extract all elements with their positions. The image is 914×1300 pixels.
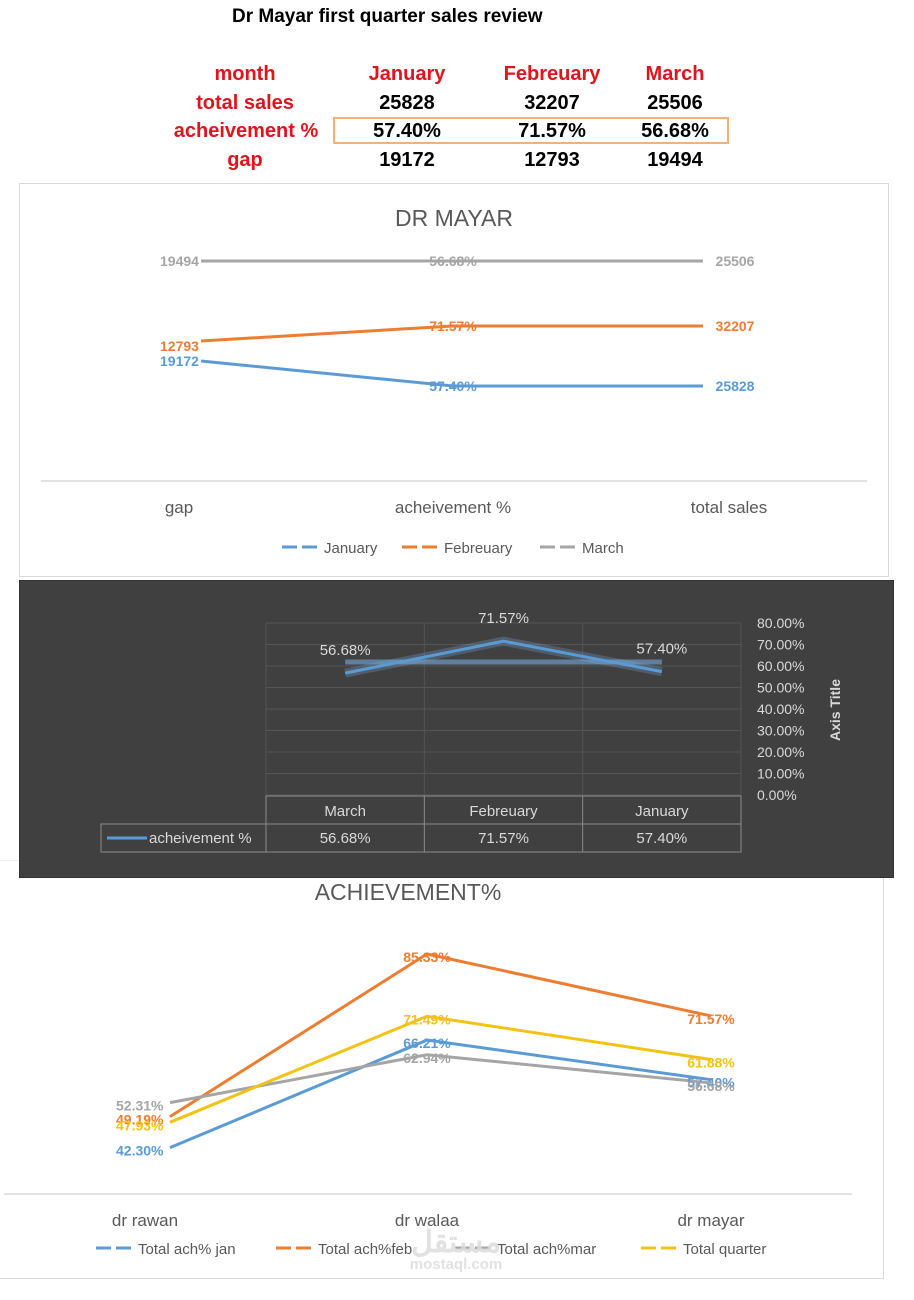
chart2-y-tick: 70.00% <box>757 637 804 653</box>
row-label-month: month <box>214 63 276 85</box>
gap-january: 19172 <box>379 149 435 171</box>
chart3-data-label: 56.68% <box>687 1078 735 1094</box>
chart3-data-label: 49.19% <box>116 1112 164 1128</box>
chart2-table-category: March <box>324 803 366 820</box>
achievement-percent-chart: ACHIEVEMENT% 42.30% 66.21% 57.40% 49.19% 85.… <box>0 860 884 1279</box>
chart2-line-achievement <box>344 639 663 675</box>
total-sales-february: 32207 <box>524 92 580 114</box>
row-label-total-sales: total sales <box>196 92 294 114</box>
chart3-data-label: 57.40% <box>687 1075 735 1091</box>
month-header-january: January <box>368 63 446 85</box>
chart3-legend-label: Total ach% jan <box>138 1241 236 1258</box>
chart2-y-tick: 0.00% <box>757 787 797 803</box>
chart2-y-tick: 80.00% <box>757 615 804 631</box>
chart2-data-label: 57.40% <box>636 641 687 658</box>
achievement-february: 71.57% <box>518 120 586 142</box>
chart3-category-label: dr walaa <box>395 1211 460 1230</box>
chart2-data-label: 71.57% <box>478 610 529 627</box>
chart3-line-total-ach-feb <box>169 952 712 1118</box>
chart2-table-category: January <box>635 803 689 820</box>
chart3-title: ACHIEVEMENT% <box>315 879 502 905</box>
achievement-dark-chart: 56.68% 71.57% 57.40% 80.00% 70.00% 60.00% 50.… <box>19 580 894 878</box>
chart3-category-label: dr rawan <box>112 1211 178 1230</box>
chart3-legend-label: Total ach%feb <box>318 1241 412 1258</box>
row-label-gap: gap <box>227 149 263 171</box>
gap-february: 12793 <box>524 149 580 171</box>
chart1-data-label: 32207 <box>716 318 755 334</box>
chart3-line-total-quarter <box>169 1014 712 1124</box>
chart1-data-label: 12793 <box>160 338 199 354</box>
chart1-line-febreuary <box>200 324 703 343</box>
chart1-legend-label: Febreuary <box>444 540 513 557</box>
chart3-legend-label: Total quarter <box>683 1241 766 1258</box>
chart1-data-label: 19494 <box>160 253 199 269</box>
chart3-line-total-ach-jan <box>169 1038 712 1150</box>
chart2-y-tick: 50.00% <box>757 680 804 696</box>
chart2-axis-title: Axis Title <box>827 679 843 741</box>
chart1-line-january <box>200 359 703 388</box>
chart3-data-label: 61.88% <box>687 1055 735 1071</box>
chart2-y-tick: 30.00% <box>757 723 804 739</box>
summary-table: month total sales acheivement % gap Janu… <box>0 0 914 180</box>
chart3-data-label: 47.93% <box>116 1117 164 1133</box>
chart2-table-value: 56.68% <box>320 830 371 847</box>
achievement-row-border <box>333 117 729 144</box>
dr-mayar-chart: DR MAYAR 19172 57.40% 25828 12793 71.57% 3220… <box>19 183 889 577</box>
month-header-february: Febreuary <box>503 63 601 85</box>
row-label-achievement: acheivement % <box>173 120 319 142</box>
total-sales-march: 25506 <box>647 92 703 114</box>
chart3-legend-label: Total ach%mar <box>497 1241 596 1258</box>
chart2-y-tick: 10.00% <box>757 766 804 782</box>
chart3-data-label: 66.21% <box>403 1035 451 1051</box>
chart2-data-label: 56.68% <box>320 642 371 659</box>
chart1-title: DR MAYAR <box>395 205 513 231</box>
month-header-march: March <box>645 63 705 85</box>
chart1-legend-label: March <box>582 540 624 557</box>
chart3-data-label: 52.31% <box>116 1098 164 1114</box>
chart1-data-label: 19172 <box>160 353 199 369</box>
chart3-data-label: 62.94% <box>403 1050 451 1066</box>
page-title: Dr Mayar first quarter sales review <box>232 6 543 27</box>
achievement-march: 56.68% <box>641 120 709 142</box>
chart2-y-tick: 40.00% <box>757 701 804 717</box>
chart3-data-label: 42.30% <box>116 1143 164 1159</box>
watermark-latin: mostaql.com <box>410 1256 503 1273</box>
watermark-arabic: مستقل <box>411 1226 501 1259</box>
chart1-data-label: 25506 <box>716 253 755 269</box>
chart2-table-category: Febreuary <box>469 803 538 820</box>
total-sales-january: 25828 <box>379 92 435 114</box>
chart1-category-label: total sales <box>691 498 768 517</box>
chart2-y-tick: 60.00% <box>757 658 804 674</box>
chart2-y-tick: 20.00% <box>757 744 804 760</box>
chart2-table-value: 71.57% <box>478 830 529 847</box>
gap-march: 19494 <box>647 149 703 171</box>
chart1-category-label: gap <box>165 498 193 517</box>
chart1-category-label: acheivement % <box>395 498 511 517</box>
chart3-data-label: 71.49% <box>403 1011 451 1027</box>
achievement-january: 57.40% <box>373 120 441 142</box>
chart2-table-value: 57.40% <box>636 830 687 847</box>
chart1-data-label: 56.68% <box>429 253 477 269</box>
chart3-data-label: 71.57% <box>687 1011 735 1027</box>
chart1-data-label: 25828 <box>716 378 755 394</box>
chart1-legend-label: January <box>324 540 378 557</box>
chart2-table-data-row <box>100 823 742 853</box>
chart2-legend-label: acheivement % <box>149 830 252 847</box>
chart3-data-label: 85.33% <box>403 949 451 965</box>
chart1-data-label: 57.40% <box>429 378 477 394</box>
chart1-data-label: 71.57% <box>429 318 477 334</box>
chart3-category-label: dr mayar <box>677 1211 744 1230</box>
